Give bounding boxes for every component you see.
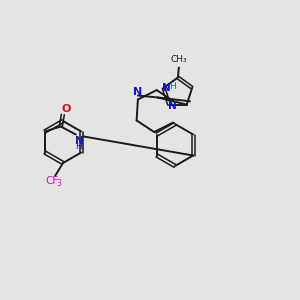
Text: N: N [75, 136, 84, 146]
Text: 3: 3 [56, 179, 61, 188]
Text: O: O [61, 103, 70, 113]
Text: H: H [169, 82, 176, 91]
Text: CF: CF [45, 176, 58, 186]
Text: H: H [75, 142, 82, 151]
Text: N: N [168, 100, 176, 111]
Text: N: N [162, 83, 171, 93]
Text: CH₃: CH₃ [171, 55, 187, 64]
Text: N: N [133, 88, 142, 98]
